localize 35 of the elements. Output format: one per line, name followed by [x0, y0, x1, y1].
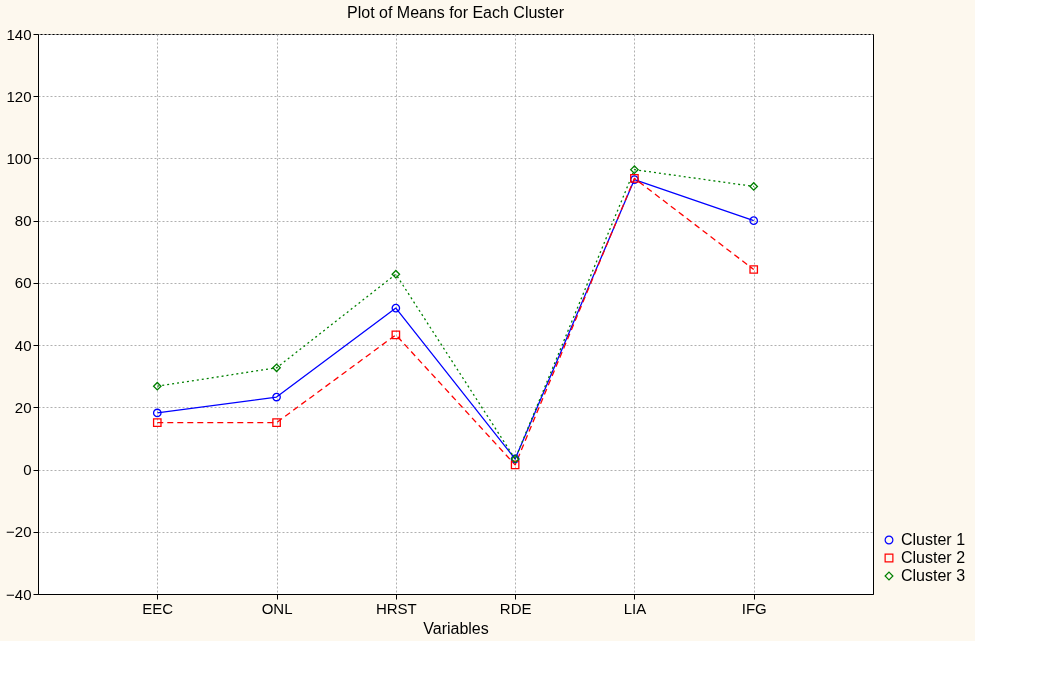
point: [630, 165, 639, 174]
legend-label: Cluster 1: [901, 531, 966, 548]
y-tick-label: 140: [6, 25, 32, 43]
y-tick-label: 20: [14, 398, 32, 416]
y-tick-label: 60: [14, 274, 32, 292]
point: [391, 303, 401, 313]
point: [749, 265, 759, 274]
x-tick-label: RDE: [499, 599, 532, 617]
y-tick-label: 40: [14, 336, 32, 354]
x-tick-label: EEC: [142, 599, 174, 617]
y-tick-label: 0: [23, 461, 32, 479]
point: [749, 182, 759, 191]
point: [391, 330, 401, 340]
point: [152, 408, 162, 418]
x-tick-label: ONL: [261, 599, 293, 617]
legend-label: Cluster 2: [901, 549, 966, 566]
y-tick-label: −40: [6, 585, 32, 603]
point: [152, 381, 162, 391]
point: [749, 216, 759, 226]
legend-label: Cluster 3: [901, 567, 966, 584]
y-tick-label: 100: [6, 149, 32, 167]
point: [272, 392, 281, 402]
x-tick-label: IFG: [741, 599, 767, 617]
y-tick-label: −20: [6, 523, 32, 541]
point: [391, 269, 401, 279]
point: [510, 460, 520, 470]
chart-title: Plot of Means for Each Cluster: [347, 4, 565, 21]
x-tick-label: HRST: [375, 599, 417, 617]
point: [152, 418, 162, 427]
y-tick-label: 80: [14, 212, 32, 230]
point: [272, 418, 281, 427]
y-tick-label: 120: [6, 87, 32, 105]
x-axis-title: Variables: [423, 619, 489, 637]
point: [272, 363, 281, 373]
x-tick-label: LIA: [623, 599, 647, 617]
